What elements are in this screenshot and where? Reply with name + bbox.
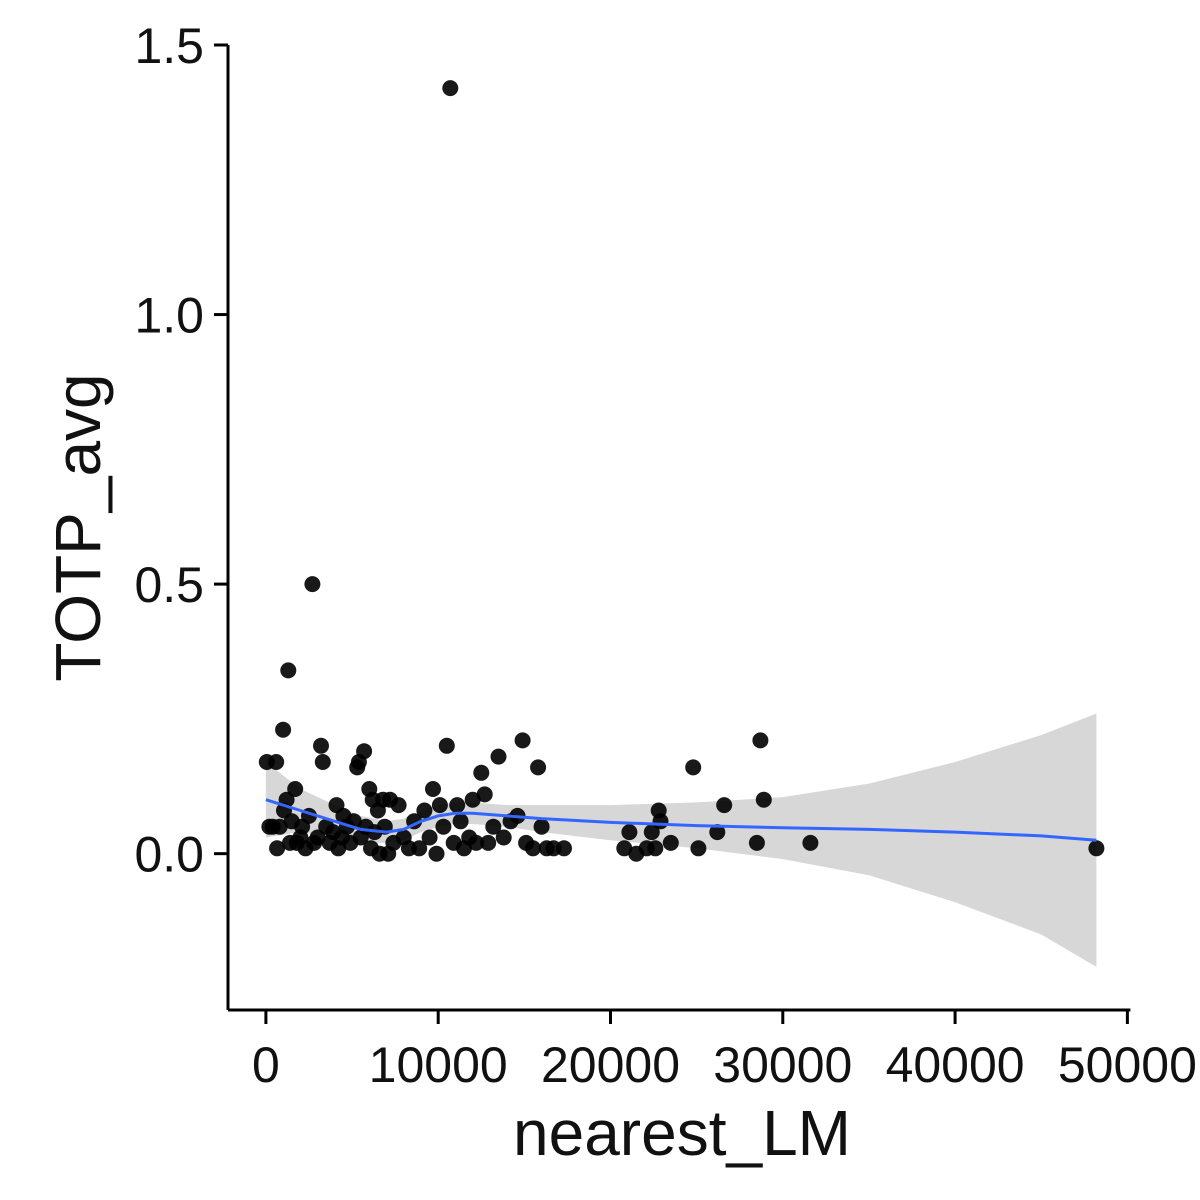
data-point — [464, 791, 481, 808]
data-point — [495, 829, 512, 846]
data-point — [755, 791, 772, 808]
plot-area — [258, 80, 1105, 967]
data-point — [280, 662, 297, 679]
x-tick-label: 50000 — [1058, 1037, 1197, 1093]
x-axis-ticks: 0 10000 20000 30000 40000 50000 — [252, 1010, 1197, 1093]
data-point — [425, 781, 441, 797]
data-point — [643, 824, 660, 841]
data-point — [271, 818, 288, 835]
data-point — [690, 840, 707, 857]
data-point — [802, 834, 819, 851]
data-point — [490, 748, 507, 765]
data-point — [438, 737, 455, 754]
axes: 0.0 0.5 1.0 1.5 0 10000 20000 30000 40000 50000 — [134, 18, 1196, 1093]
x-tick-label: 40000 — [886, 1037, 1025, 1093]
y-tick-label: 0.0 — [134, 827, 204, 883]
data-point — [525, 840, 541, 857]
data-point — [411, 840, 428, 857]
y-axis-ticks: 0.0 0.5 1.0 1.5 — [134, 18, 228, 883]
data-point — [514, 732, 531, 749]
data-point — [431, 797, 448, 814]
data-point — [428, 845, 445, 862]
data-point — [652, 813, 669, 830]
data-point — [435, 818, 452, 835]
x-tick-label: 10000 — [369, 1037, 508, 1093]
data-point — [748, 834, 765, 851]
x-tick-label: 20000 — [541, 1037, 680, 1093]
data-point — [416, 802, 433, 819]
data-point — [356, 743, 373, 760]
data-point — [473, 764, 490, 781]
data-point — [533, 818, 550, 835]
data-point — [313, 737, 329, 754]
y-tick-label: 1.5 — [134, 18, 204, 74]
data-point — [480, 834, 497, 851]
y-tick-label: 1.0 — [134, 288, 204, 344]
data-point — [309, 829, 326, 846]
data-point — [390, 797, 407, 814]
data-point — [752, 732, 769, 749]
data-point — [421, 829, 438, 846]
data-point — [556, 840, 572, 857]
smooth-trend-line — [265, 798, 1097, 842]
data-point — [269, 840, 286, 857]
data-point — [449, 797, 466, 814]
y-tick-label: 0.5 — [134, 557, 204, 613]
data-points — [258, 80, 1105, 862]
data-point — [468, 834, 485, 851]
x-axis-title: nearest_LM — [513, 1097, 851, 1169]
data-point — [314, 754, 331, 770]
data-point — [287, 781, 304, 797]
confidence-ribbon — [265, 713, 1097, 967]
data-point — [485, 818, 502, 835]
data-point — [304, 576, 321, 593]
x-tick-label: 0 — [252, 1037, 280, 1093]
data-point — [530, 759, 547, 776]
data-point — [685, 759, 702, 776]
data-point — [268, 754, 285, 770]
y-axis-title: TOTP_avg — [42, 373, 114, 681]
data-point — [275, 721, 292, 738]
data-point — [452, 813, 469, 830]
data-point — [621, 824, 638, 841]
x-tick-label: 30000 — [713, 1037, 852, 1093]
data-point — [616, 840, 633, 857]
data-point — [709, 824, 726, 841]
data-point — [647, 840, 664, 857]
data-point — [662, 834, 679, 851]
data-point — [442, 80, 459, 97]
data-point — [1088, 840, 1105, 857]
data-point — [476, 786, 493, 803]
data-point — [716, 797, 733, 814]
